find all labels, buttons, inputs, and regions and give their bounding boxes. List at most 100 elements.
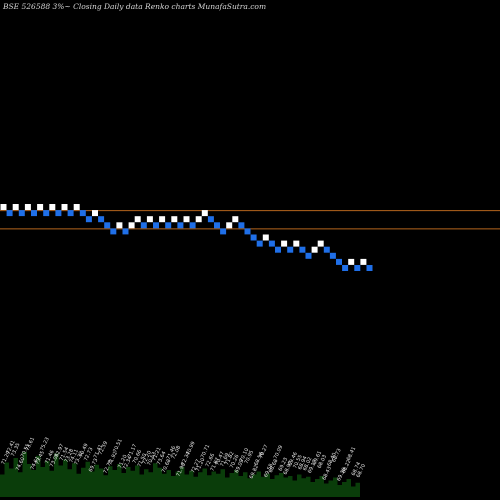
renko-down-brick [366, 265, 373, 271]
renko-up-brick [183, 216, 190, 223]
volume-label: 71.98 [176, 462, 187, 478]
volume-label: 71.41 [93, 444, 104, 460]
renko-up-brick [232, 216, 239, 223]
volume-label: 72.08 [171, 445, 182, 461]
volume-label: 74.61 [30, 455, 41, 471]
volume-label: 68.68 [268, 458, 279, 474]
renko-up-brick [201, 210, 208, 217]
volume-label: 72.34 [180, 451, 191, 467]
volume-label: 75.23 [39, 436, 50, 452]
renko-down-brick [287, 246, 294, 253]
volume-label: 68.73 [331, 448, 342, 464]
volume-label: 74.11 [68, 448, 79, 464]
volume-label: 71.29 [0, 450, 11, 466]
volume-label: 72.27 [190, 459, 201, 475]
chart-title: BSE 526588 3%~ Closing Daily data Renko … [3, 2, 267, 11]
volume-label: 71.82 [224, 451, 235, 467]
volume-label: 70.66 [132, 449, 143, 465]
renko-down-brick [250, 234, 257, 241]
renko-down-brick [207, 216, 214, 223]
volume-label: 73.61 [25, 436, 36, 452]
volume-label: 71.92 [107, 451, 118, 467]
volume-label: 68.94 [297, 455, 308, 471]
renko-up-brick [24, 204, 31, 210]
volume-label: 69.82 [248, 464, 259, 480]
renko-down-brick [177, 222, 184, 229]
volume-label: 70.49 [78, 443, 89, 459]
renko-down-brick [55, 210, 62, 217]
volume-label: 72.73 [103, 459, 114, 475]
renko-down-brick [329, 252, 336, 259]
volume-label: 71.50 [137, 453, 148, 469]
renko-down-brick [354, 265, 361, 271]
renko-up-brick [92, 210, 98, 217]
volume-label: 72.59 [98, 440, 109, 456]
volume-label: 68.40 [326, 452, 337, 468]
volume-label: 69.58 [263, 463, 274, 479]
volume-label: 71.46 [44, 449, 55, 465]
renko-up-brick [360, 258, 367, 265]
volume-label: 70.10 [239, 447, 250, 463]
volume-label: 72.20 [141, 450, 152, 466]
renko-up-brick [134, 216, 141, 223]
renko-up-brick [49, 204, 56, 210]
volume-label: 72.41 [5, 440, 16, 456]
volume-label: 70.26 [229, 454, 240, 470]
renko-down-brick [31, 210, 37, 217]
volume-label: 68.74 [351, 461, 362, 477]
volume-label: 68.97 [283, 460, 294, 476]
volume-label: 70.95 [244, 449, 255, 465]
renko-up-brick [159, 216, 166, 223]
renko-down-brick [342, 265, 349, 271]
renko-down-brick [98, 216, 105, 223]
volume-label: 69.17 [307, 459, 318, 475]
renko-up-brick [116, 222, 123, 229]
volume-label: 70.51 [20, 443, 31, 459]
volume-label: 69.23 [278, 457, 289, 473]
volume-label: 68.03 [317, 454, 328, 470]
renko-down-brick [214, 222, 220, 229]
volume-label: 71.20 [117, 454, 128, 470]
volume-label: 73.64 [156, 451, 167, 467]
renko-down-brick [189, 222, 196, 229]
volume-label: 71.54 [59, 446, 70, 462]
renko-down-brick [299, 246, 306, 253]
volume-label: 71.21 [151, 446, 162, 462]
volume-label: 70.71 [200, 444, 211, 460]
renko-up-brick [61, 204, 68, 210]
renko-down-brick [43, 210, 50, 217]
volume-label: 68.41 [346, 446, 357, 462]
renko-down-brick [256, 240, 263, 247]
volume-label: 73.28 [64, 448, 75, 464]
renko-down-brick [18, 210, 25, 217]
volume-label: 68.70 [356, 463, 367, 479]
renko-up-brick [146, 216, 153, 223]
volume-label: 74.60 [15, 456, 26, 472]
volume-label: 68.43 [321, 466, 332, 482]
volume-label: 69.46 [287, 451, 298, 467]
volume-label: 70.68 [161, 458, 172, 474]
volume-label: 68.56 [253, 451, 264, 467]
renko-down-brick [79, 210, 86, 217]
volume-label: 71.17 [127, 443, 138, 459]
renko-down-brick [140, 222, 147, 229]
volume-label: 70.99 [185, 441, 196, 457]
renko-up-brick [171, 216, 178, 223]
renko-up-brick [128, 222, 135, 229]
renko-down-brick [6, 210, 13, 217]
volume-label: 73.45 [34, 450, 45, 466]
renko-up-brick [195, 216, 202, 223]
renko-down-brick [165, 222, 172, 229]
renko-down-brick [67, 210, 74, 217]
volume-label: 68.02 [302, 456, 313, 472]
volume-label: 69.36 [336, 467, 347, 483]
renko-up-brick [226, 222, 233, 229]
renko-down-brick [275, 246, 281, 253]
renko-down-brick [305, 252, 312, 259]
renko-up-brick [293, 240, 300, 247]
volume-label: 73.35 [10, 442, 21, 458]
volume-label: 68.22 [341, 459, 352, 475]
renko-up-brick [37, 204, 44, 210]
renko-down-brick [268, 240, 275, 247]
